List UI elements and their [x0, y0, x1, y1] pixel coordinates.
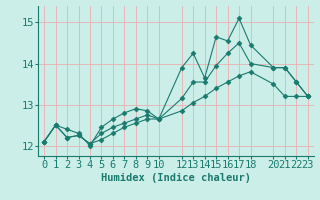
X-axis label: Humidex (Indice chaleur): Humidex (Indice chaleur): [101, 173, 251, 183]
